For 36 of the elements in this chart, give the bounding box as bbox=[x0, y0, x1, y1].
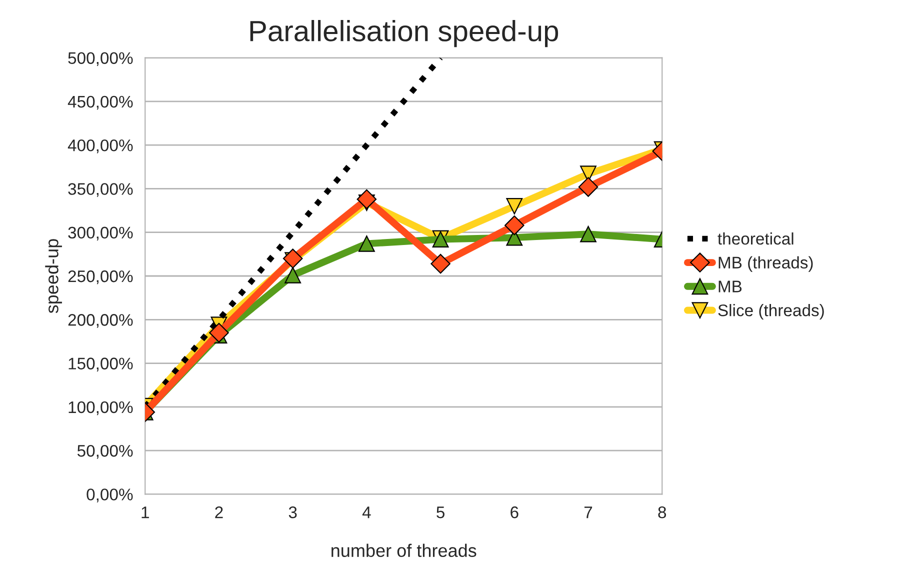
point bbox=[358, 236, 375, 252]
y-tick-label: 150,00% bbox=[68, 358, 133, 372]
legend-label: MB bbox=[718, 280, 742, 292]
x-tick-label: 2 bbox=[215, 506, 223, 518]
y-tick-label: 350,00% bbox=[68, 183, 133, 197]
point bbox=[504, 215, 524, 236]
point bbox=[578, 177, 598, 197]
y-tick-label: 400,00% bbox=[68, 139, 133, 154]
x-tick-label: 8 bbox=[658, 506, 666, 518]
y-tick-label: 450,00% bbox=[68, 96, 133, 110]
point bbox=[506, 198, 523, 214]
point bbox=[209, 322, 229, 343]
point bbox=[284, 266, 302, 284]
x-tick-label: 5 bbox=[436, 506, 444, 518]
legend-label: MB (threads) bbox=[718, 256, 813, 272]
y-axis-title: speed-up bbox=[45, 239, 62, 314]
x-tick-label: 4 bbox=[362, 506, 371, 518]
point bbox=[356, 189, 377, 210]
y-tick-label: 0,00% bbox=[86, 488, 133, 502]
chart-title: Parallelisation speed-up bbox=[250, 20, 558, 48]
y-tick-label: 100,00% bbox=[68, 401, 133, 416]
x-tick-label: 7 bbox=[584, 506, 592, 518]
y-tick-label: 50,00% bbox=[77, 444, 133, 459]
y-tick-label: 300,00% bbox=[68, 226, 133, 241]
legend-label: theoretical bbox=[718, 232, 794, 245]
x-tick-label: 3 bbox=[288, 506, 297, 518]
y-tick-label: 250,00% bbox=[68, 270, 133, 284]
point bbox=[430, 254, 450, 274]
y-tick-label: 500,00% bbox=[68, 52, 133, 66]
legend-label: Slice (threads) bbox=[718, 304, 824, 320]
x-tick-label: 1 bbox=[142, 506, 149, 518]
y-tick-label: 200,00% bbox=[68, 314, 133, 328]
point bbox=[580, 226, 596, 242]
x-axis-title: number of threads bbox=[332, 544, 476, 558]
x-tick-label: 6 bbox=[510, 506, 518, 518]
point bbox=[282, 248, 303, 268]
